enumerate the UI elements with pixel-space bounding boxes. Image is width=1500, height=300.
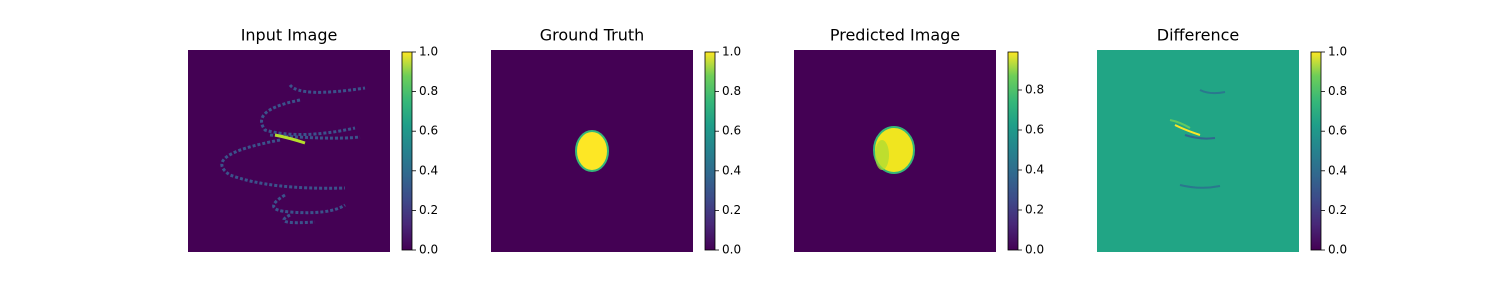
colorbar-tick-label: 0.8 bbox=[1025, 83, 1044, 97]
panel-title: Ground Truth bbox=[540, 26, 645, 45]
colorbar-tick-label: 0.6 bbox=[419, 124, 438, 138]
colorbar-tick-label: 0.4 bbox=[1025, 163, 1044, 177]
colorbar-tick-label: 0.6 bbox=[1328, 124, 1347, 138]
panel-title: Predicted Image bbox=[830, 26, 960, 45]
colorbar-tick-label: 0.2 bbox=[1025, 203, 1044, 217]
colorbar-tick-label: 0.4 bbox=[1328, 163, 1347, 177]
colorbar bbox=[1310, 51, 1322, 251]
colorbar-tick-label: 0.0 bbox=[1025, 243, 1044, 257]
panel-title: Difference bbox=[1157, 26, 1239, 45]
colorbar-tick-label: 0.8 bbox=[722, 84, 741, 98]
predicted-image bbox=[794, 50, 996, 252]
difference-image bbox=[1097, 50, 1299, 252]
colorbar bbox=[704, 51, 716, 251]
colorbar-tick-label: 1.0 bbox=[1328, 45, 1347, 59]
colorbar-tick-label: 0.4 bbox=[722, 163, 741, 177]
colorbar bbox=[401, 51, 413, 251]
colorbar-tick-label: 0.6 bbox=[722, 124, 741, 138]
colorbar-tick-label: 1.0 bbox=[419, 45, 438, 59]
colorbar-tick-label: 0.2 bbox=[722, 203, 741, 217]
colorbar-tick-label: 0.0 bbox=[722, 243, 741, 257]
colorbar bbox=[1007, 51, 1019, 251]
colorbar-tick-label: 0.0 bbox=[419, 243, 438, 257]
panel-title: Input Image bbox=[241, 26, 338, 45]
colorbar-tick-label: 0.2 bbox=[1328, 203, 1347, 217]
colorbar-tick-label: 0.2 bbox=[419, 203, 438, 217]
colorbar-tick-label: 0.4 bbox=[419, 163, 438, 177]
colorbar-tick-label: 0.8 bbox=[419, 84, 438, 98]
colorbar-tick-label: 0.0 bbox=[1328, 243, 1347, 257]
colorbar-tick-label: 0.8 bbox=[1328, 84, 1347, 98]
colorbar-tick-label: 0.6 bbox=[1025, 123, 1044, 137]
ground-truth-image bbox=[491, 50, 693, 252]
colorbar-tick-label: 1.0 bbox=[722, 45, 741, 59]
input-image bbox=[188, 50, 390, 252]
